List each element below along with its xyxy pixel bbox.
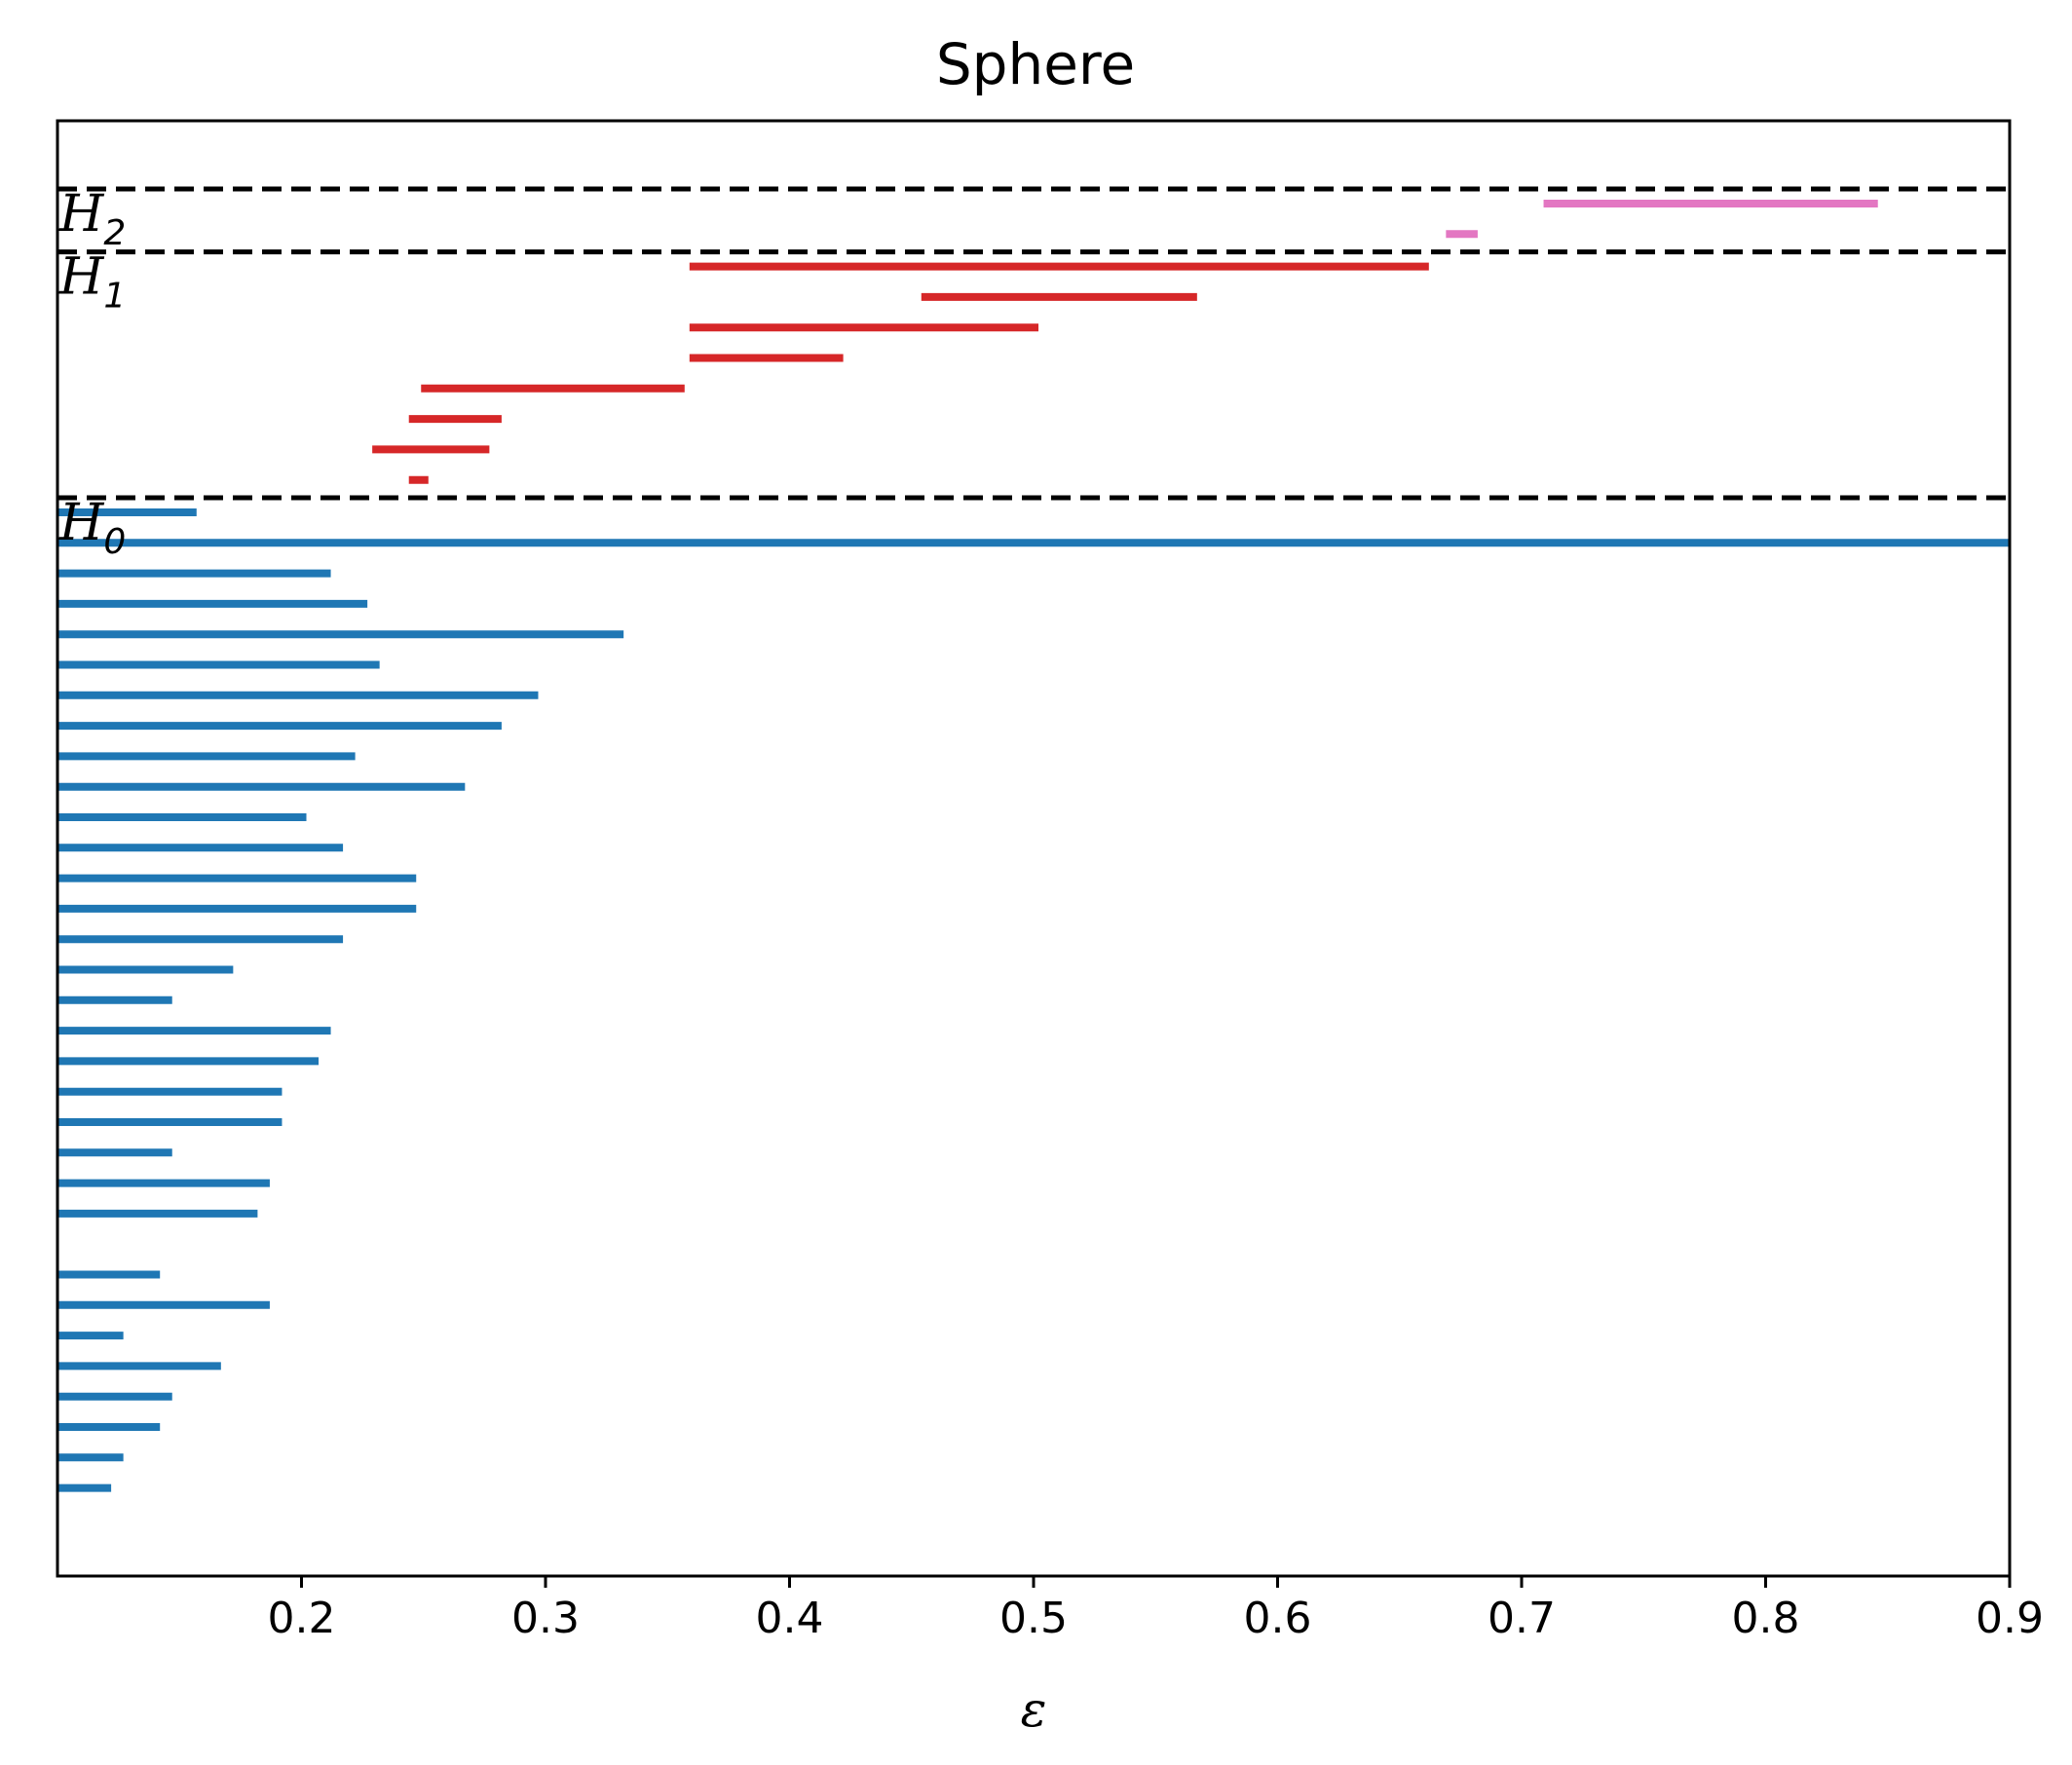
x-tick-label: 0.4 <box>756 1594 824 1643</box>
x-tick-label: 0.6 <box>1244 1594 1312 1643</box>
chart-title: Sphere <box>936 31 1135 97</box>
x-tick-label: 0.8 <box>1732 1594 1800 1643</box>
separators-layer <box>57 186 2010 501</box>
label-h1: H1 <box>58 248 126 317</box>
x-axis: 0.2 0.3 0.4 0.5 0.6 0.7 0.8 0.9 <box>268 1576 2044 1643</box>
x-tick-label: 0.5 <box>999 1594 1068 1643</box>
x-tick-label: 0.2 <box>268 1594 336 1643</box>
x-tick-label: 0.3 <box>511 1594 580 1643</box>
label-h0: H0 <box>58 494 126 562</box>
label-h2: H2 <box>58 185 126 253</box>
x-tick-label: 0.7 <box>1488 1594 1556 1643</box>
bars-layer <box>57 200 2010 1492</box>
x-axis-label: ε <box>1021 1681 1047 1738</box>
x-tick-label: 0.9 <box>1976 1594 2044 1643</box>
